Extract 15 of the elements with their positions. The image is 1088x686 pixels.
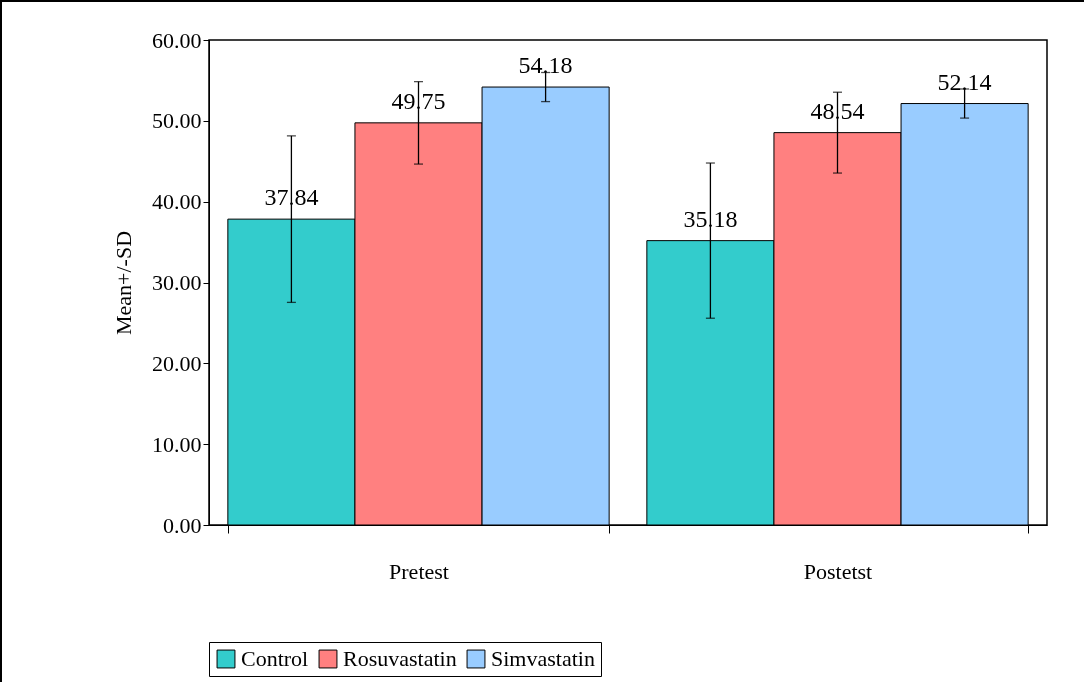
y-tick-label: 40.00 [152,189,202,215]
y-tick-label: 50.00 [152,108,202,134]
data-label: 52.14 [937,68,992,95]
x-tick-label: Pretest [389,558,449,584]
legend-label: Control [241,646,309,671]
legend-label: Rosuvastatin [343,646,457,671]
y-tick-label: 60.00 [152,27,202,53]
y-tick-label: 30.00 [152,270,202,295]
y-axis-title: Mean+/-SD [111,230,136,336]
data-label: 54.18 [518,52,573,79]
x-tick-label: Postetst [803,558,873,584]
y-tick-label: 20.00 [152,350,202,376]
y-tick-label: 10.00 [152,431,202,457]
y-tick-label: 0.00 [163,512,202,538]
legend-label: Simvastatin [491,646,595,671]
